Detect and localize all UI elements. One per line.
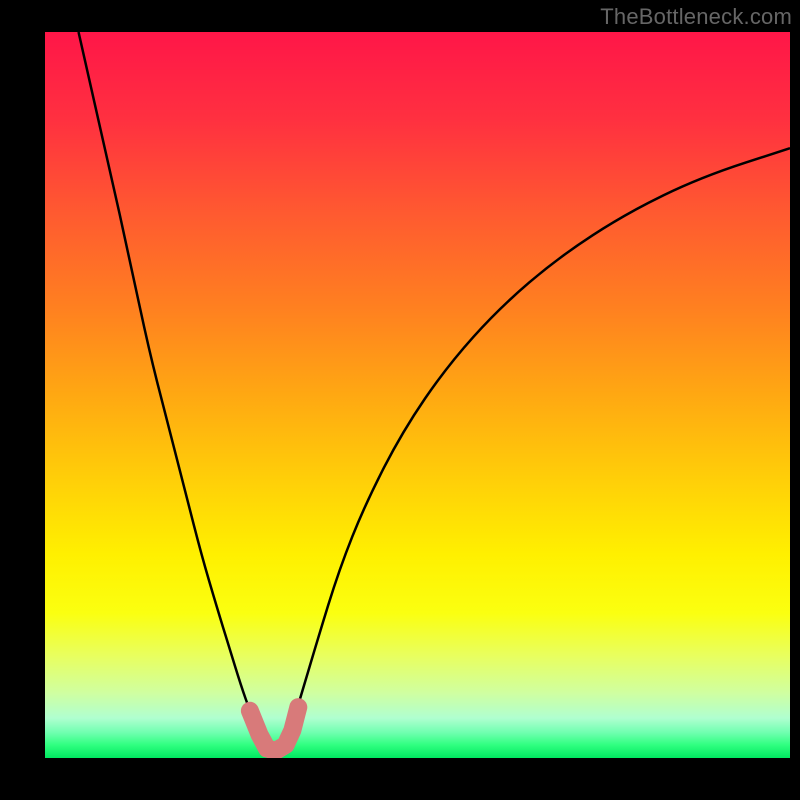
gradient-curve-plot xyxy=(0,0,800,800)
chart-container: TheBottleneck.com xyxy=(0,0,800,800)
watermark-text: TheBottleneck.com xyxy=(600,4,792,30)
plot-background xyxy=(45,32,790,758)
